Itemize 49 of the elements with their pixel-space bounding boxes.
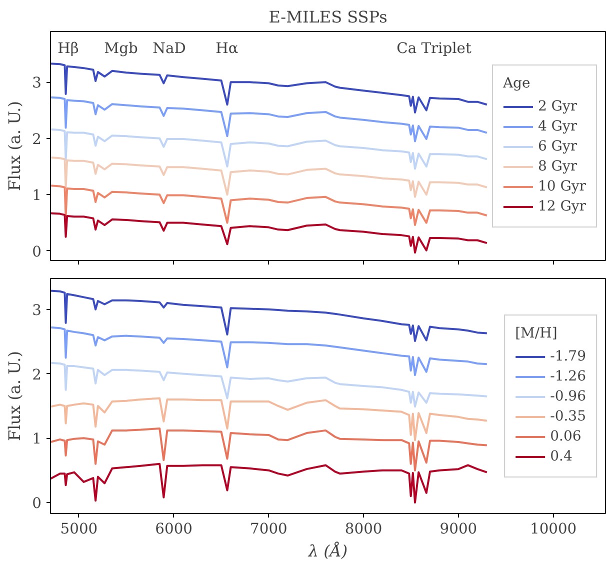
line-series (50, 96, 488, 142)
y-tick-label: 1 (32, 187, 42, 204)
legend-label: 4 Gyr (538, 118, 578, 134)
x-tick-label: 6000 (155, 520, 192, 538)
x-axis-title: λ (Å) (307, 542, 348, 560)
line-series (50, 397, 488, 442)
line-series (50, 156, 488, 198)
y-tick-label: 2 (32, 366, 42, 384)
line-series (50, 212, 488, 254)
x-tick-label: 7000 (250, 520, 288, 538)
legend-label: -0.96 (550, 388, 586, 404)
annotation: Hα (216, 40, 238, 58)
legend-label: -1.26 (550, 368, 586, 384)
annotation: Hβ (58, 40, 79, 58)
y-tick-label: 3 (32, 74, 42, 92)
line-series (50, 184, 488, 226)
annotation: Ca Triplet (396, 40, 472, 58)
x-tick-label: 8000 (344, 520, 382, 538)
line-series (50, 428, 488, 472)
x-tick-label: 5000 (60, 520, 98, 538)
x-tick-label: 10000 (530, 520, 577, 538)
legend-label: -0.35 (550, 408, 586, 424)
y-axis-title: Flux (a. U.) (5, 351, 24, 441)
legend-label: 2 Gyr (538, 98, 578, 114)
x-tick-label: 9000 (440, 520, 478, 538)
y-tick-label: 0 (32, 495, 42, 512)
line-series (50, 326, 488, 376)
line-series (50, 362, 488, 408)
y-tick-label: 3 (32, 302, 42, 319)
y-tick-label: 1 (32, 430, 42, 448)
legend-label: 12 Gyr (538, 198, 586, 214)
annotation: Mgb (104, 40, 138, 58)
legend-title: Age (502, 75, 532, 91)
legend-label: 6 Gyr (538, 138, 578, 154)
line-series (50, 290, 488, 342)
legend-label: -1.79 (550, 348, 586, 364)
chart-title: E-MILES SSPs (268, 8, 388, 26)
legend-label: 10 Gyr (538, 178, 586, 194)
y-tick-label: 2 (32, 130, 42, 148)
legend-label: 0.06 (550, 428, 582, 444)
line-series (50, 462, 488, 504)
y-tick-label: 0 (32, 243, 42, 260)
legend-title: [M/H] (515, 325, 558, 341)
line-series (50, 128, 488, 170)
y-axis-title: Flux (a. U.) (5, 101, 24, 191)
line-series (50, 62, 488, 114)
annotation: NaD (152, 40, 186, 58)
legend-label: 0.4 (550, 448, 572, 464)
legend-label: 8 Gyr (538, 158, 578, 174)
